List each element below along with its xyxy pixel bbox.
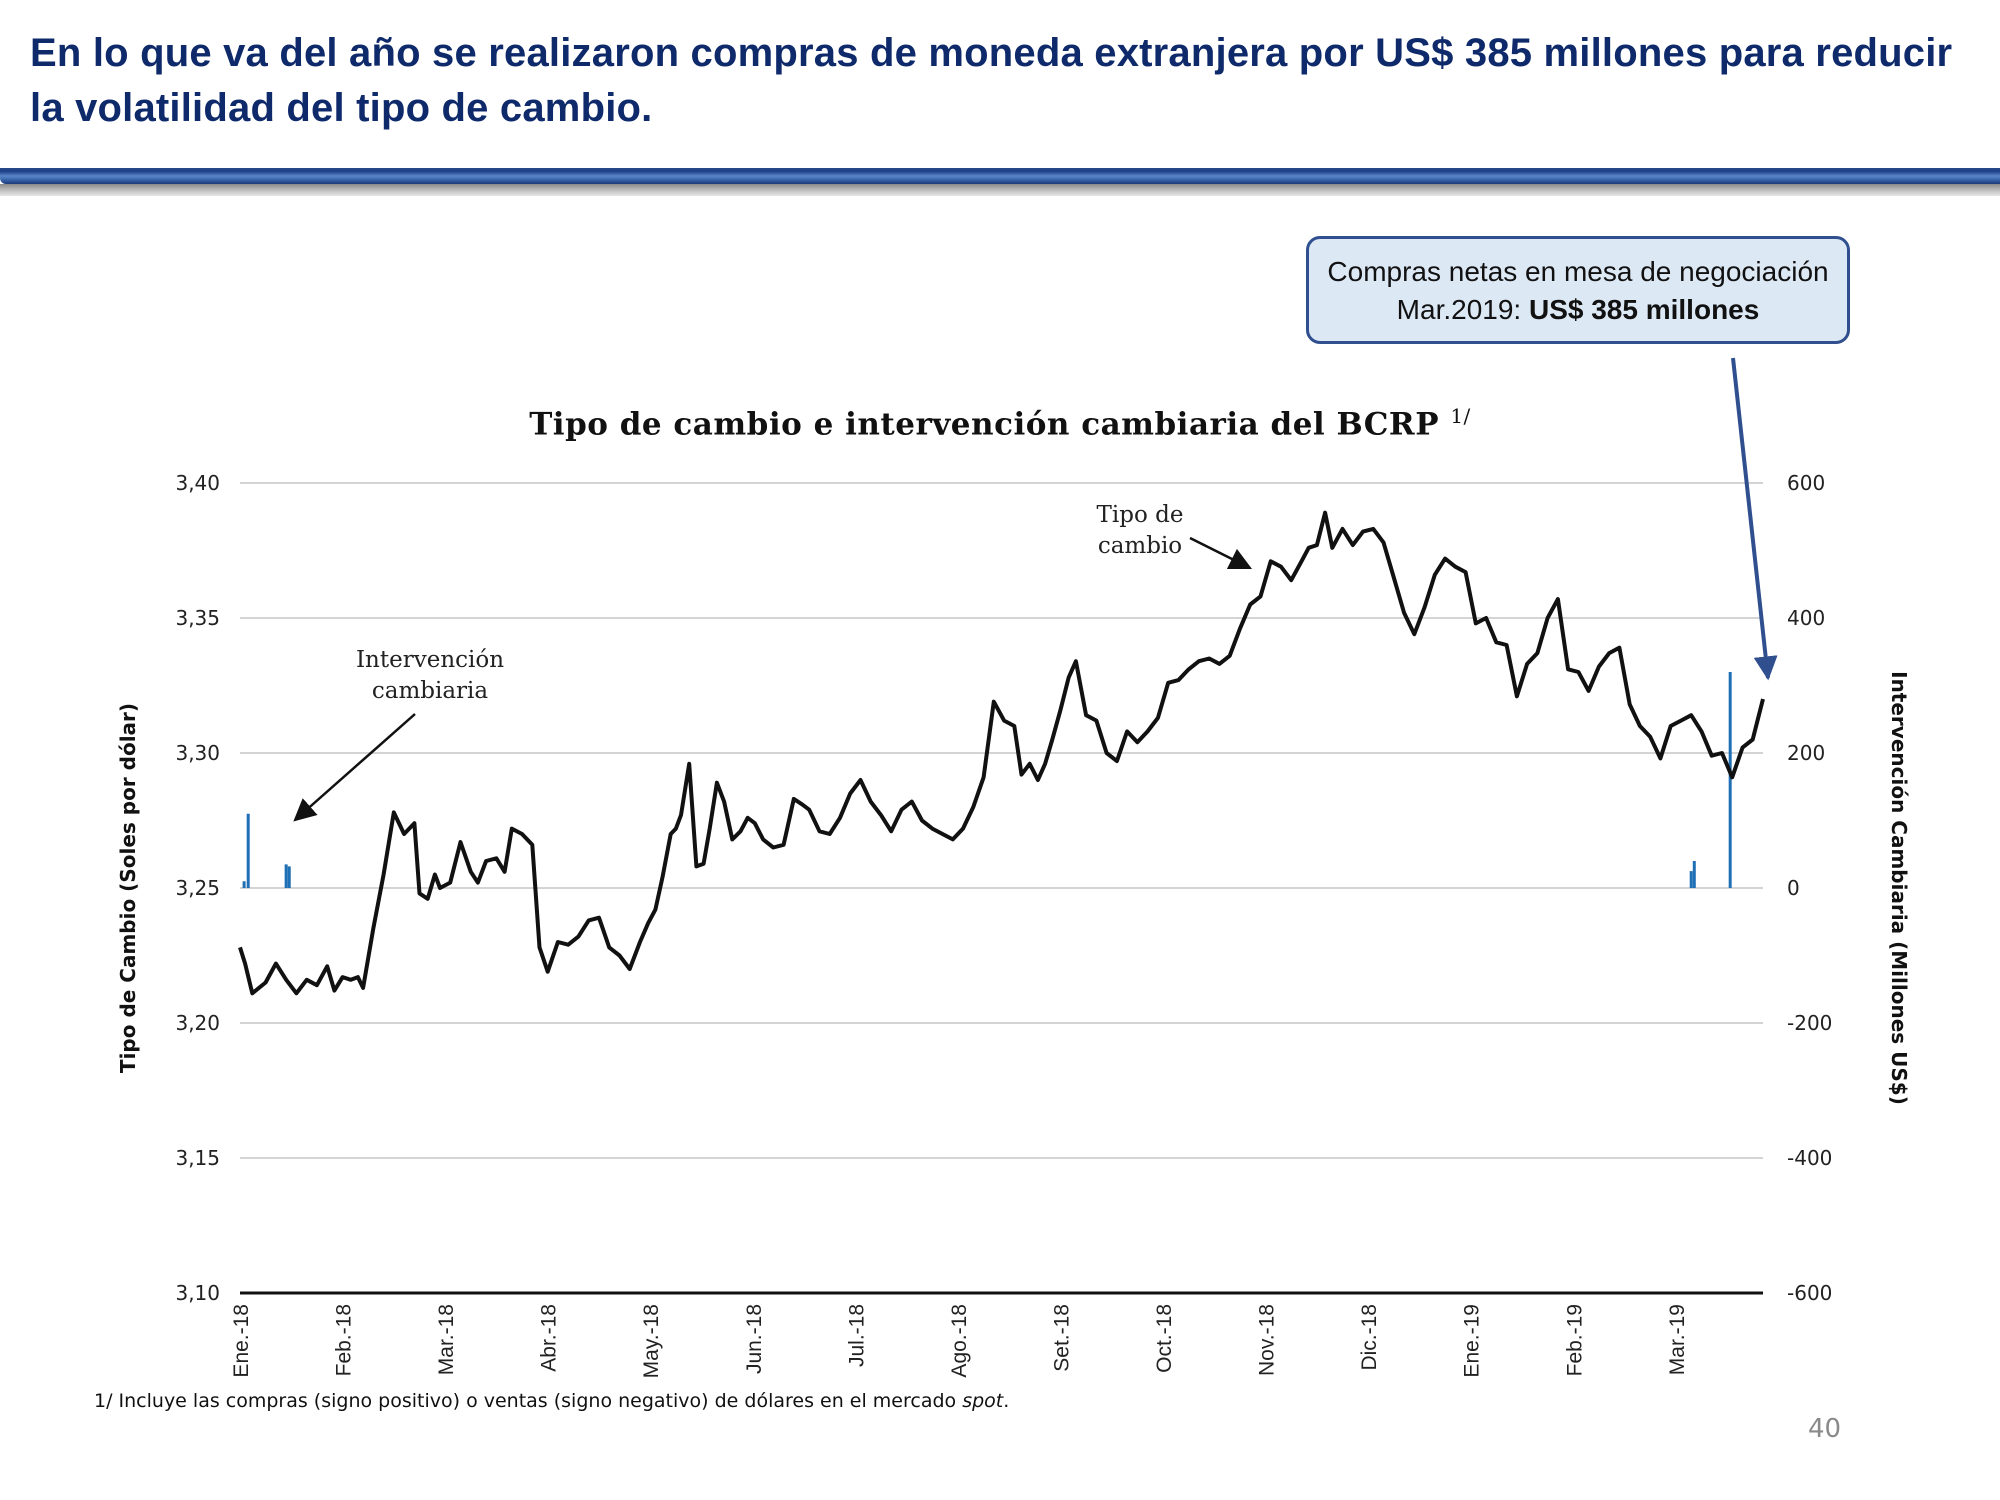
gridlines bbox=[240, 482, 1763, 1159]
y-tick-label: 3,20 bbox=[175, 1011, 220, 1035]
annotation-tipo-line2: cambio bbox=[1098, 533, 1182, 559]
x-tick-label: Abr.-18 bbox=[538, 1304, 561, 1372]
footnote-italic: spot bbox=[962, 1390, 1004, 1412]
callout-line2: Mar.2019: US$ 385 millones bbox=[1309, 291, 1847, 329]
annotation-intervencion-arrow bbox=[293, 713, 416, 822]
y-axis-right-ticks: 600 400 200 0 -200 -400 -600 bbox=[1787, 471, 1832, 1305]
header-rule-blue bbox=[0, 168, 2000, 184]
slide-headline: En lo que va del año se realizaron compr… bbox=[30, 31, 1953, 130]
y2-tick-label: -200 bbox=[1787, 1011, 1832, 1035]
x-tick-label: Mar.-18 bbox=[435, 1304, 458, 1375]
footnote: 1/ Incluye las compras (signo positivo) … bbox=[94, 1390, 1009, 1412]
y-tick-label: 3,35 bbox=[175, 606, 220, 630]
intervention-bar bbox=[287, 866, 291, 888]
intervention-bar bbox=[1692, 861, 1696, 888]
y-tick-label: 3,25 bbox=[175, 876, 220, 900]
callout-line2-prefix: Mar.2019: bbox=[1396, 294, 1529, 325]
y2-tick-label: 600 bbox=[1787, 471, 1825, 495]
x-tick-label: Dic.-18 bbox=[1358, 1304, 1381, 1371]
callout-box: Compras netas en mesa de negociación Mar… bbox=[1306, 236, 1850, 344]
annotation-intervencion-line2: cambiaria bbox=[372, 678, 489, 704]
chart-title: Tipo de cambio e intervención cambiaria … bbox=[0, 404, 2000, 442]
footnote-text: 1/ Incluye las compras (signo positivo) … bbox=[94, 1390, 963, 1412]
x-tick-label: May.-18 bbox=[640, 1304, 663, 1378]
annotation-intervencion-line1: Intervención bbox=[356, 647, 504, 673]
x-tick-label: Feb.-18 bbox=[333, 1304, 356, 1376]
intervention-bar bbox=[242, 881, 246, 888]
annotation-tipo-line1: Tipo de bbox=[1097, 502, 1184, 528]
x-tick-label: Feb.-19 bbox=[1563, 1304, 1586, 1376]
x-tick-label: Nov.-18 bbox=[1256, 1304, 1279, 1376]
callout-pointer-arrow bbox=[1731, 357, 1778, 681]
y2-tick-label: -600 bbox=[1787, 1281, 1832, 1305]
intervention-bar bbox=[1728, 672, 1732, 888]
annotation-tipo-arrow bbox=[1189, 536, 1253, 570]
y-axis-left-title: Tipo de Cambio (Soles por dólar) bbox=[116, 703, 140, 1073]
x-axis-ticks: Ene.-18 Feb.-18 Mar.-18 Abr.-18 May.-18 Jun.-… bbox=[230, 1304, 1689, 1378]
y-axis-right-title: Intervención Cambiaria (Millones US$) bbox=[1887, 671, 1911, 1105]
x-tick-label: Mar.-19 bbox=[1666, 1304, 1689, 1375]
page-number: 40 bbox=[1808, 1414, 1842, 1444]
callout-amount: US$ 385 millones bbox=[1528, 294, 1760, 325]
chart-title-text: Tipo de cambio e intervención cambiaria … bbox=[529, 406, 1440, 443]
x-tick-label: Ene.-18 bbox=[230, 1304, 253, 1378]
y2-tick-label: -400 bbox=[1787, 1146, 1832, 1170]
intervention-bar bbox=[1689, 871, 1693, 888]
callout-line1: Compras netas en mesa de negociación bbox=[1327, 256, 1829, 287]
x-tick-label: Set.-18 bbox=[1050, 1304, 1073, 1372]
intervention-bar bbox=[284, 864, 288, 888]
x-tick-label: Jun.-18 bbox=[743, 1304, 766, 1374]
y-tick-label: 3,15 bbox=[175, 1146, 220, 1170]
intervention-bar bbox=[246, 813, 250, 888]
x-tick-label: Jul.-18 bbox=[845, 1304, 868, 1367]
y-tick-label: 3,30 bbox=[175, 741, 220, 765]
y-axis-left-ticks: 3,40 3,35 3,30 3,25 3,20 3,15 3,10 bbox=[175, 471, 220, 1305]
y2-tick-label: 400 bbox=[1787, 606, 1825, 630]
x-tick-label: Ago.-18 bbox=[948, 1304, 971, 1378]
y2-tick-label: 200 bbox=[1787, 741, 1825, 765]
intervention-bars bbox=[242, 672, 1732, 888]
y-tick-label: 3,40 bbox=[175, 471, 220, 495]
y-tick-label: 3,10 bbox=[175, 1281, 220, 1305]
header-rule-shadow bbox=[0, 184, 2000, 196]
y2-tick-label: 0 bbox=[1787, 876, 1800, 900]
x-tick-label: Oct.-18 bbox=[1153, 1304, 1176, 1373]
chart-title-footnote-mark: 1/ bbox=[1450, 404, 1471, 428]
x-tick-label: Ene.-19 bbox=[1461, 1304, 1484, 1378]
footnote-end: . bbox=[1003, 1390, 1010, 1412]
exchange-rate-line bbox=[238, 510, 1765, 996]
